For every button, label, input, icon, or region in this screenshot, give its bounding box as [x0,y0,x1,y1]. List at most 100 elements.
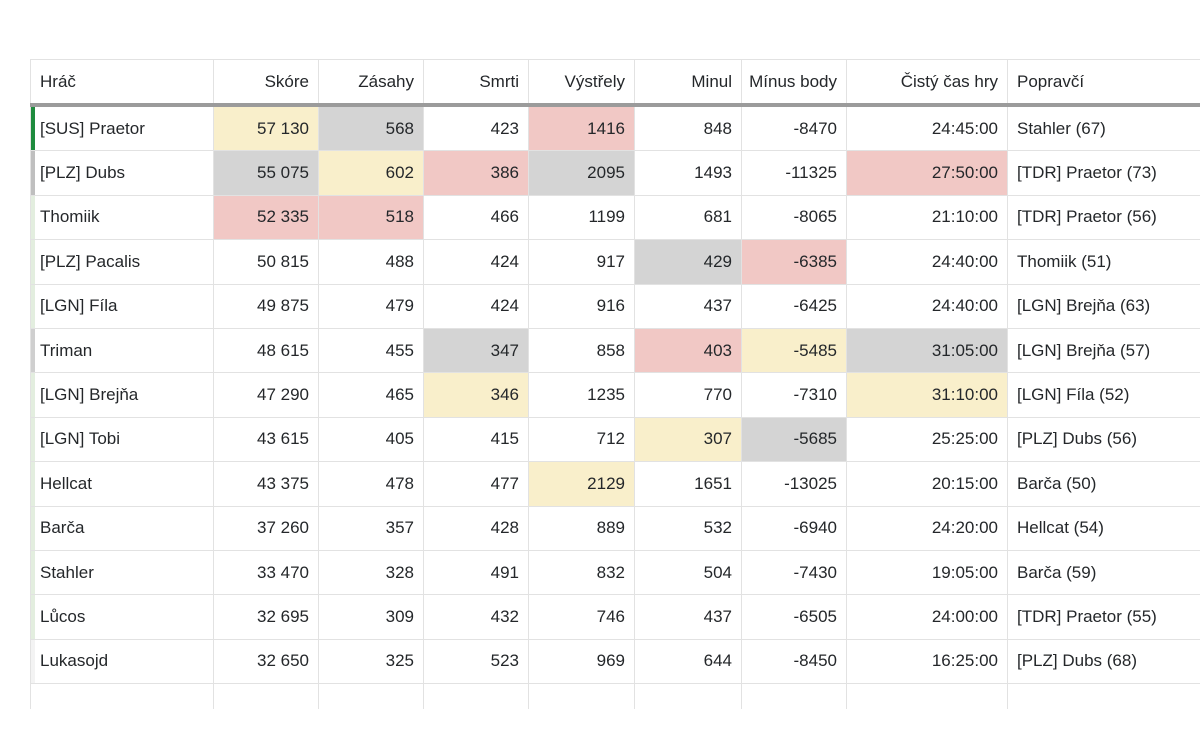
cell-vystrely[interactable]: 1199 [528,195,635,241]
cell-minul[interactable]: 429 [634,239,742,285]
cell-zasahy[interactable]: 328 [318,550,424,596]
cell-smrti[interactable]: 491 [423,550,529,596]
cell-skore[interactable]: 32 650 [213,639,319,685]
cell-minus_body[interactable]: -8450 [741,639,847,685]
cell-smrti[interactable]: 424 [423,284,529,329]
cell-zasahy[interactable]: 568 [318,105,424,152]
cell-popravci[interactable]: [TDR] Praetor (56) [1007,195,1200,241]
cell-minul[interactable]: 1651 [634,461,742,507]
cell-smrti[interactable]: 423 [423,105,529,152]
cell-smrti[interactable]: 466 [423,195,529,241]
cell-zasahy[interactable]: 479 [318,284,424,329]
cell-minus_body[interactable]: -13025 [741,461,847,507]
empty-cell[interactable] [30,683,214,710]
empty-cell[interactable] [846,683,1008,710]
cell-zasahy[interactable]: 518 [318,195,424,241]
cell-minul[interactable]: 437 [634,284,742,329]
cell-skore[interactable]: 32 695 [213,594,319,640]
cell-hrac[interactable]: Stahler [30,550,214,596]
cell-zasahy[interactable]: 465 [318,372,424,418]
cell-vystrely[interactable]: 1416 [528,105,635,152]
cell-cisty_cas[interactable]: 24:20:00 [846,506,1008,551]
cell-zasahy[interactable]: 325 [318,639,424,685]
cell-vystrely[interactable]: 2095 [528,150,635,196]
cell-skore[interactable]: 48 615 [213,328,319,374]
cell-popravci[interactable]: [LGN] Brejňa (57) [1007,328,1200,374]
cell-minus_body[interactable]: -7310 [741,372,847,418]
header-cell-minul[interactable]: Minul [634,59,742,107]
cell-minul[interactable]: 532 [634,506,742,551]
cell-cisty_cas[interactable]: 24:00:00 [846,594,1008,640]
cell-minus_body[interactable]: -8470 [741,105,847,152]
cell-minul[interactable]: 437 [634,594,742,640]
cell-smrti[interactable]: 346 [423,372,529,418]
cell-hrac[interactable]: [SUS] Praetor [30,105,214,152]
cell-minus_body[interactable]: -6425 [741,284,847,329]
cell-minul[interactable]: 770 [634,372,742,418]
empty-cell[interactable] [213,683,319,710]
header-cell-zasahy[interactable]: Zásahy [318,59,424,107]
cell-popravci[interactable]: [LGN] Brejňa (63) [1007,284,1200,329]
cell-minus_body[interactable]: -8065 [741,195,847,241]
cell-minus_body[interactable]: -6385 [741,239,847,285]
cell-hrac[interactable]: Thomiik [30,195,214,241]
cell-minus_body[interactable]: -5485 [741,328,847,374]
cell-zasahy[interactable]: 488 [318,239,424,285]
cell-vystrely[interactable]: 917 [528,239,635,285]
cell-minul[interactable]: 1493 [634,150,742,196]
cell-hrac[interactable]: [PLZ] Dubs [30,150,214,196]
cell-vystrely[interactable]: 712 [528,417,635,463]
cell-cisty_cas[interactable]: 31:10:00 [846,372,1008,418]
cell-cisty_cas[interactable]: 27:50:00 [846,150,1008,196]
cell-hrac[interactable]: [LGN] Brejňa [30,372,214,418]
cell-popravci[interactable]: Stahler (67) [1007,105,1200,152]
cell-skore[interactable]: 52 335 [213,195,319,241]
cell-popravci[interactable]: [TDR] Praetor (55) [1007,594,1200,640]
cell-minul[interactable]: 848 [634,105,742,152]
cell-cisty_cas[interactable]: 25:25:00 [846,417,1008,463]
cell-popravci[interactable]: [PLZ] Dubs (56) [1007,417,1200,463]
header-cell-smrti[interactable]: Smrti [423,59,529,107]
cell-smrti[interactable]: 428 [423,506,529,551]
cell-hrac[interactable]: Barča [30,506,214,551]
cell-popravci[interactable]: [TDR] Praetor (73) [1007,150,1200,196]
cell-skore[interactable]: 57 130 [213,105,319,152]
cell-hrac[interactable]: [LGN] Fíla [30,284,214,329]
cell-cisty_cas[interactable]: 24:40:00 [846,239,1008,285]
cell-vystrely[interactable]: 746 [528,594,635,640]
cell-cisty_cas[interactable]: 19:05:00 [846,550,1008,596]
header-cell-cisty_cas[interactable]: Čistý čas hry [846,59,1008,107]
cell-hrac[interactable]: Lukasojd [30,639,214,685]
empty-cell[interactable] [423,683,529,710]
empty-cell[interactable] [741,683,847,710]
empty-cell[interactable] [528,683,635,710]
cell-minus_body[interactable]: -5685 [741,417,847,463]
cell-popravci[interactable]: Barča (50) [1007,461,1200,507]
cell-minul[interactable]: 307 [634,417,742,463]
cell-zasahy[interactable]: 405 [318,417,424,463]
cell-minus_body[interactable]: -7430 [741,550,847,596]
cell-smrti[interactable]: 477 [423,461,529,507]
cell-minus_body[interactable]: -6505 [741,594,847,640]
header-cell-hrac[interactable]: Hráč [30,59,214,107]
cell-minul[interactable]: 403 [634,328,742,374]
cell-smrti[interactable]: 523 [423,639,529,685]
cell-minus_body[interactable]: -6940 [741,506,847,551]
cell-skore[interactable]: 47 290 [213,372,319,418]
cell-skore[interactable]: 37 260 [213,506,319,551]
cell-skore[interactable]: 55 075 [213,150,319,196]
cell-cisty_cas[interactable]: 24:45:00 [846,105,1008,152]
cell-zasahy[interactable]: 455 [318,328,424,374]
cell-vystrely[interactable]: 916 [528,284,635,329]
cell-smrti[interactable]: 415 [423,417,529,463]
cell-vystrely[interactable]: 858 [528,328,635,374]
empty-cell[interactable] [1008,684,1200,710]
cell-minul[interactable]: 681 [634,195,742,241]
empty-cell[interactable] [318,683,424,710]
cell-popravci[interactable]: [PLZ] Dubs (68) [1007,639,1200,685]
cell-smrti[interactable]: 386 [423,150,529,196]
cell-popravci[interactable]: Thomiik (51) [1007,239,1200,285]
cell-hrac[interactable]: Triman [30,328,214,374]
cell-vystrely[interactable]: 832 [528,550,635,596]
cell-minul[interactable]: 644 [634,639,742,685]
